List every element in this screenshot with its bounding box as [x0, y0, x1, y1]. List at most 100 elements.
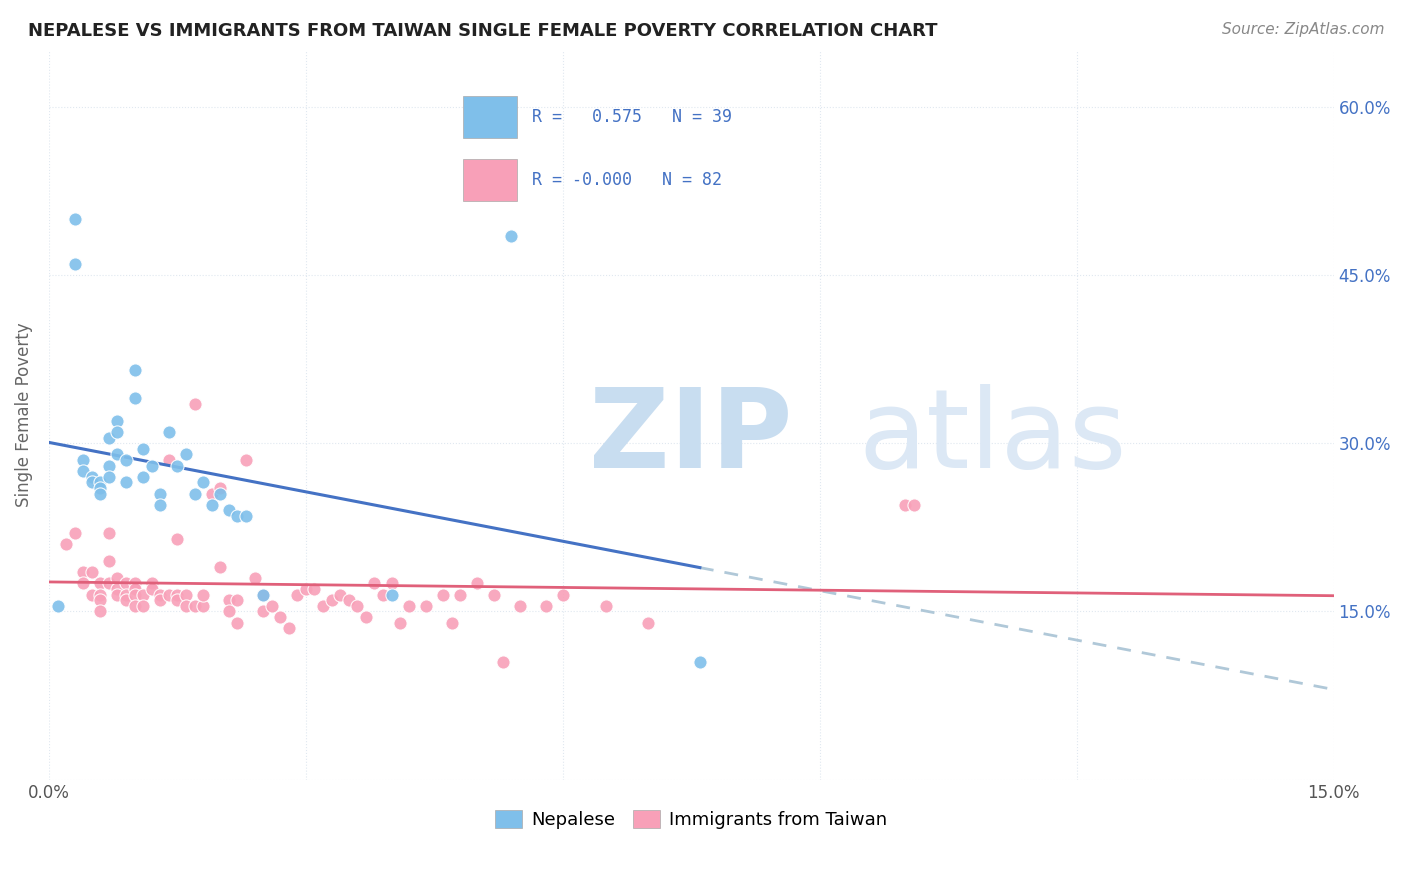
Point	[89, 481, 111, 495]
Point	[689, 655, 711, 669]
Point	[141, 576, 163, 591]
Point	[46, 599, 69, 613]
Point	[201, 486, 224, 500]
Point	[183, 486, 205, 500]
Point	[55, 537, 77, 551]
Point	[312, 599, 335, 613]
Point	[89, 576, 111, 591]
Point	[174, 588, 197, 602]
Point	[89, 588, 111, 602]
Point	[80, 470, 103, 484]
Point	[894, 498, 917, 512]
Point	[174, 447, 197, 461]
Point	[440, 615, 463, 630]
Point	[89, 486, 111, 500]
Point	[72, 464, 94, 478]
Point	[329, 588, 352, 602]
Point	[132, 470, 155, 484]
Point	[191, 599, 214, 613]
Point	[115, 593, 138, 607]
Point	[124, 363, 146, 377]
Point	[389, 615, 412, 630]
Point	[903, 498, 925, 512]
Point	[97, 525, 120, 540]
Point	[166, 458, 188, 473]
Point	[492, 655, 515, 669]
Point	[157, 588, 180, 602]
Text: atlas: atlas	[858, 384, 1126, 491]
Point	[321, 593, 343, 607]
Point	[551, 588, 574, 602]
Point	[295, 582, 318, 596]
Point	[252, 588, 274, 602]
Point	[285, 588, 308, 602]
Point	[166, 593, 188, 607]
Point	[398, 599, 420, 613]
Point	[72, 565, 94, 579]
Point	[97, 458, 120, 473]
Point	[107, 582, 129, 596]
Text: Source: ZipAtlas.com: Source: ZipAtlas.com	[1222, 22, 1385, 37]
Point	[277, 621, 299, 635]
Point	[534, 599, 557, 613]
Point	[415, 599, 437, 613]
Point	[252, 588, 274, 602]
Point	[226, 615, 249, 630]
Point	[124, 582, 146, 596]
Point	[124, 576, 146, 591]
Point	[201, 498, 224, 512]
Point	[141, 458, 163, 473]
Legend: Nepalese, Immigrants from Taiwan: Nepalese, Immigrants from Taiwan	[488, 803, 894, 836]
Point	[260, 599, 283, 613]
Point	[371, 588, 394, 602]
Point	[107, 447, 129, 461]
Point	[235, 509, 257, 524]
Point	[509, 599, 531, 613]
Point	[174, 599, 197, 613]
Point	[80, 475, 103, 490]
Point	[97, 431, 120, 445]
Point	[166, 532, 188, 546]
Point	[141, 582, 163, 596]
Point	[107, 414, 129, 428]
Point	[183, 397, 205, 411]
Point	[107, 588, 129, 602]
Point	[183, 599, 205, 613]
Point	[157, 425, 180, 439]
Point	[226, 509, 249, 524]
Point	[80, 565, 103, 579]
Point	[269, 610, 291, 624]
Point	[218, 593, 240, 607]
Point	[595, 599, 617, 613]
Point	[235, 453, 257, 467]
Point	[380, 576, 402, 591]
Point	[132, 599, 155, 613]
Point	[107, 571, 129, 585]
Point	[354, 610, 377, 624]
Point	[346, 599, 368, 613]
Point	[124, 599, 146, 613]
Point	[72, 453, 94, 467]
Point	[89, 475, 111, 490]
Point	[218, 604, 240, 618]
Point	[149, 588, 172, 602]
Point	[166, 588, 188, 602]
Point	[380, 588, 402, 602]
Point	[209, 486, 232, 500]
Point	[63, 257, 86, 271]
Point	[124, 588, 146, 602]
Point	[107, 425, 129, 439]
Point	[484, 588, 506, 602]
Point	[115, 453, 138, 467]
Point	[191, 475, 214, 490]
Point	[115, 576, 138, 591]
Point	[115, 588, 138, 602]
Point	[132, 588, 155, 602]
Point	[149, 593, 172, 607]
Point	[637, 615, 659, 630]
Point	[149, 498, 172, 512]
Point	[432, 588, 454, 602]
Point	[97, 470, 120, 484]
Point	[157, 453, 180, 467]
Point	[226, 593, 249, 607]
